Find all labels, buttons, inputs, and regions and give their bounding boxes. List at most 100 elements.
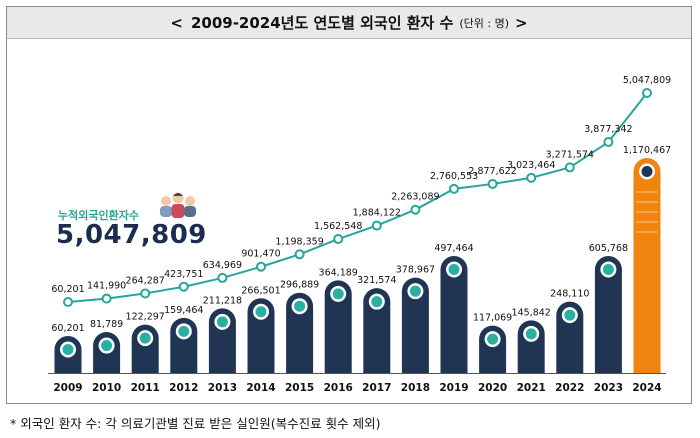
- bar-value-label: 159,464: [164, 305, 203, 316]
- chart-unit: (단위 : 명): [459, 16, 510, 30]
- bar-dot: [409, 285, 421, 297]
- x-tick-label: 2011: [131, 382, 160, 394]
- line-value-label: 3,023,464: [507, 160, 555, 171]
- bar: [556, 301, 584, 373]
- x-tick-label: 2014: [246, 382, 275, 394]
- bar-value-label: 117,069: [473, 313, 512, 324]
- line-point: [178, 281, 189, 292]
- chart-title: 2009-2024년도 연도별 외국인 환자 수: [190, 14, 454, 32]
- bar-value-label: 211,218: [203, 295, 242, 306]
- legend-total: 5,047,809: [56, 220, 207, 250]
- line-point: [333, 234, 344, 245]
- line-value-label: 2,263,089: [391, 192, 439, 203]
- bar-value-label: 605,768: [589, 243, 628, 254]
- bar: [440, 256, 468, 373]
- line-value-label: 2,760,553: [430, 171, 478, 182]
- bar-value-label: 81,789: [90, 319, 123, 330]
- x-tick-label: 2017: [362, 382, 391, 394]
- bar-dot: [332, 288, 344, 300]
- line-point: [603, 137, 614, 148]
- line-value-label: 60,201: [51, 284, 84, 295]
- chart-svg: 60,201 81,789122,297159,464211,218266,501…: [48, 75, 671, 394]
- title-right-mark: >: [515, 13, 528, 32]
- bar-value-label: 364,189: [319, 267, 358, 278]
- line-point: [63, 297, 73, 307]
- line-value-label: 141,990: [87, 281, 126, 292]
- line-value-label: 423,751: [164, 269, 203, 280]
- title-left-mark: <: [170, 13, 183, 32]
- bar: [401, 277, 429, 373]
- bar-dot: [564, 309, 576, 321]
- bar: [363, 288, 391, 373]
- bar-value-label: 122,297: [126, 312, 165, 323]
- x-tick-label: 2010: [92, 382, 121, 394]
- bar-value-label: 145,842: [512, 307, 551, 318]
- x-tick-label: 2013: [208, 382, 237, 394]
- bar-dot: [641, 166, 653, 177]
- line-point: [217, 272, 228, 283]
- line-point: [487, 178, 498, 189]
- x-tick-label: 2023: [594, 382, 623, 394]
- cumulative-line: [67, 92, 648, 303]
- bar-value-label: 296,889: [280, 280, 319, 291]
- x-tick-label: 2021: [517, 382, 546, 394]
- bar-value-label: 497,464: [434, 243, 473, 254]
- legend-label: 누적외국인환자수: [58, 209, 139, 222]
- bar: [594, 256, 622, 373]
- line-point: [564, 162, 575, 173]
- line-point: [410, 204, 421, 215]
- bar-dot: [101, 340, 113, 352]
- x-tick-label: 2020: [478, 382, 507, 394]
- line-point: [642, 88, 652, 98]
- bar-value-label: 60,201: [51, 323, 84, 334]
- line-value-label: 1,198,359: [275, 236, 323, 247]
- line-point: [140, 288, 151, 299]
- bar-dot: [525, 328, 537, 340]
- x-tick-label: 2019: [439, 382, 468, 394]
- line-point: [101, 293, 112, 304]
- bar-value-label: 248,110: [550, 289, 589, 300]
- chart-title-bar: < 2009-2024년도 연도별 외국인 환자 수 (단위 : 명) >: [7, 7, 691, 39]
- bar-dot: [371, 296, 383, 308]
- bar-dot: [216, 316, 228, 328]
- people-group-icon: [160, 192, 196, 218]
- x-tick-label: 2016: [324, 382, 353, 394]
- bar-value-label: 378,967: [396, 265, 435, 276]
- x-tick-label: 2024: [632, 382, 661, 394]
- line-point: [526, 172, 537, 183]
- line-point: [294, 249, 305, 260]
- bar-dot: [255, 306, 267, 318]
- line-value-label: 1,884,122: [353, 208, 401, 219]
- bar-dot: [602, 264, 614, 275]
- bar: [286, 292, 314, 373]
- footnote: * 외국인 환자 수: 각 의료기관별 진료 받은 실인원(복수진료 횟수 제외…: [10, 416, 381, 431]
- bar-dot: [294, 300, 306, 312]
- line-value-label: 634,969: [203, 260, 242, 271]
- line-value-label: 901,470: [241, 249, 280, 260]
- line-value-label: 3,877,342: [584, 124, 632, 135]
- bar: [324, 280, 352, 373]
- line-value-label: 264,287: [126, 275, 165, 286]
- bar: [247, 298, 275, 373]
- bar-value-label: 1,170,467: [623, 145, 671, 156]
- bar: [633, 158, 661, 373]
- line-value-label: 3,271,574: [546, 149, 594, 160]
- bar-dot: [448, 264, 460, 275]
- bar-dot: [62, 344, 74, 355]
- x-tick-label: 2009: [53, 382, 82, 394]
- bar-value-label: 321,574: [357, 275, 396, 286]
- bar-dot: [139, 332, 151, 344]
- x-tick-label: 2015: [285, 382, 314, 394]
- line-value-label: 5,047,809: [623, 75, 671, 86]
- line-point: [371, 220, 382, 231]
- x-tick-label: 2018: [401, 382, 430, 394]
- line-value-label: 2,877,622: [468, 166, 516, 177]
- bar-dot: [178, 325, 190, 337]
- line-point: [449, 183, 459, 194]
- x-tick-label: 2022: [555, 382, 584, 394]
- x-tick-label: 2012: [169, 382, 198, 394]
- bar-dot: [487, 333, 499, 345]
- line-point: [256, 261, 266, 272]
- line-value-label: 1,562,548: [314, 221, 362, 232]
- bar-value-label: 266,501: [241, 285, 280, 296]
